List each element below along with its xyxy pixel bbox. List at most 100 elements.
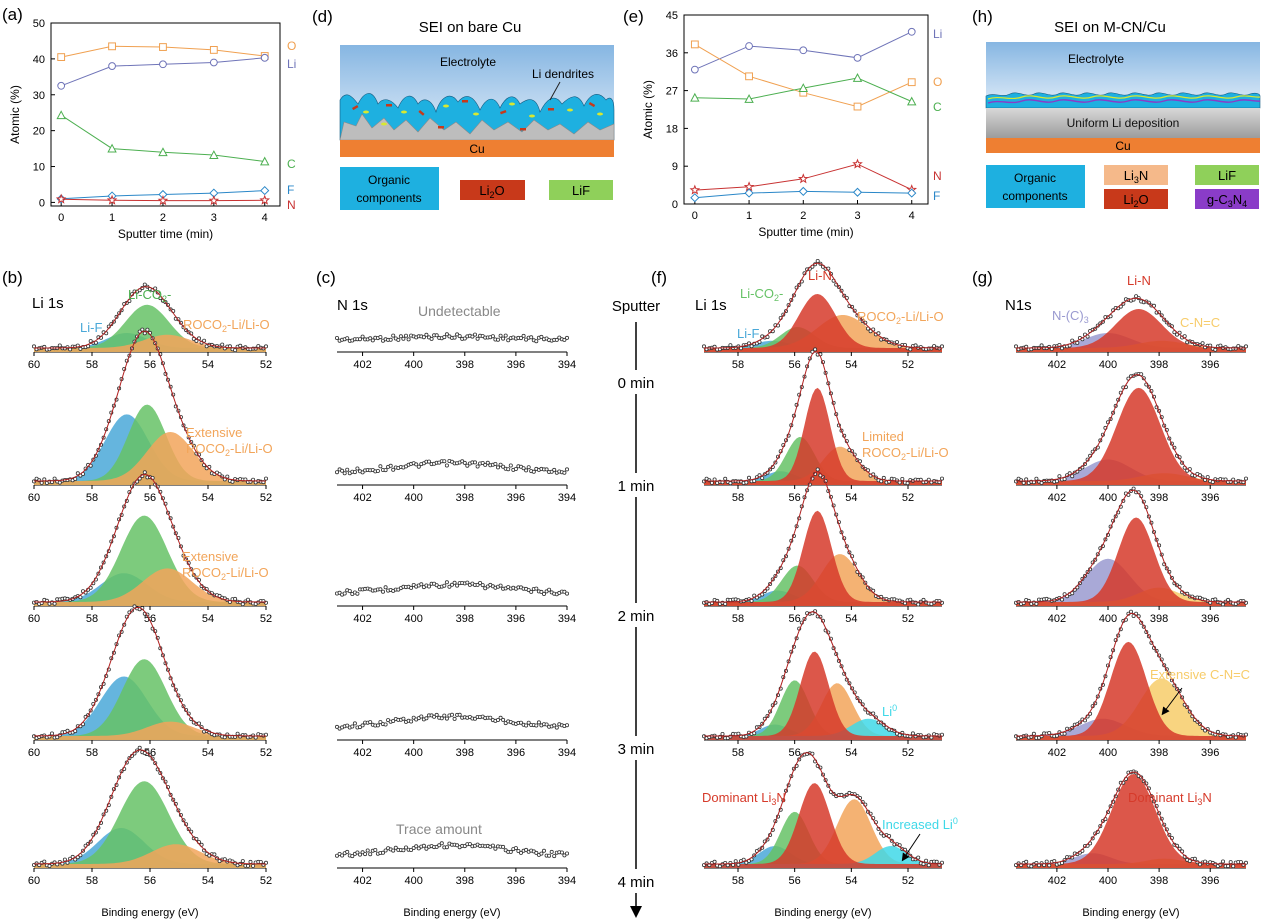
data-point [452,335,457,340]
data-point [39,480,44,485]
point-n [852,158,863,169]
data-point [357,337,362,342]
fit-envelope [1016,374,1246,482]
data-point [1047,863,1052,868]
data-point [465,580,470,585]
data-point [355,591,360,596]
fit-envelope [704,471,942,603]
data-point [519,850,524,855]
chart-e-label-f: F [933,189,940,203]
data-point [444,332,449,337]
data-point [416,464,421,469]
data-point [547,587,552,592]
x-tick-label: 402 [1048,747,1066,759]
x-tick-label: 400 [1099,359,1117,371]
f-label-lif: Li-F [737,326,759,341]
x-tick-label: 54 [202,747,214,759]
x-tick-label: 58 [732,613,744,625]
data-point [378,335,383,340]
data-point [1060,597,1065,602]
data-point [565,851,570,856]
data-point [233,596,238,601]
point-c [744,94,754,103]
f-label-dominant: Dominant Li3N [702,790,786,807]
chart-e-label-o: O [933,75,942,89]
data-point [235,731,240,736]
data-point [524,847,529,852]
y-tick-label: 50 [33,18,45,30]
point-n [106,194,118,205]
x-tick-label: 58 [86,613,98,625]
data-point [531,469,536,474]
spectrum-0-min: 402 400 398 396 [1014,294,1249,371]
fit-envelope [1016,489,1246,603]
xps-li1s-bare-cu: 6058565452605856545260585654526058565452… [28,282,272,919]
data-point [921,862,926,867]
data-point [55,735,60,740]
data-point [908,597,913,602]
data-point [709,480,714,485]
data-point [723,602,728,607]
fit-envelope [704,611,942,737]
uniform-deposition-label: Uniform Li deposition [1067,116,1180,130]
data-point [383,722,388,727]
spectrum-2-min: 402 400 398 396 394 [334,580,576,625]
x-tick-label: 2 [800,210,806,222]
data-point [449,712,454,717]
data-point [728,481,733,486]
data-point [552,467,557,472]
data-point [1054,733,1059,738]
data-point [501,464,506,469]
spectrum-0-min: 58 56 54 52 [702,258,945,371]
data-point [503,333,508,338]
chart-a-label-f: F [287,183,294,197]
x-tick-label: 396 [1201,359,1219,371]
legend-h-gc3n4-label: g-C3N4 [1207,192,1247,209]
x-tick-label: 400 [1099,613,1117,625]
sputter-time-bg-4 [610,869,662,893]
sputter-time-0: 0 min [618,375,655,392]
data-point [137,745,142,750]
data-point [1075,340,1080,345]
data-point [1054,479,1059,484]
data-point [495,465,500,470]
data-point [475,582,480,587]
data-point [565,591,570,596]
x-tick-label: 58 [732,492,744,504]
legend-lif-box [549,180,613,200]
data-point [1047,731,1052,736]
data-point [516,849,521,854]
x-tick-label: 400 [404,747,422,759]
data-point [363,852,368,857]
point-f [798,186,808,197]
data-point [421,335,426,340]
x-axis-label: Binding energy (eV) [403,907,500,919]
spectrum-1-min: 402 400 398 396 [1014,371,1249,504]
data-point [233,348,238,353]
x-tick-label: 56 [144,359,156,371]
y-tick-label: 36 [666,48,678,60]
x-tick-label: 3 [211,212,217,224]
data-point [350,854,355,859]
b-label-roco-1: ROCO2-Li/Li-O [186,441,273,458]
fit-envelope [704,262,942,349]
lif-particles [363,102,603,126]
data-point [352,721,357,726]
data-point [345,723,350,728]
x-tick-label: 54 [202,875,214,887]
data-point [442,459,447,464]
sputter-time-1: 1 min [618,478,655,495]
data-point [1039,343,1044,348]
data-point [345,336,350,341]
data-point [350,724,355,729]
peak-roco2-li-li-o [34,844,266,868]
point-c [798,83,809,92]
spectrum-4-min: 58 56 54 52 [702,751,945,887]
data-point [539,589,544,594]
x-tick-label: 398 [1150,359,1168,371]
data-point [736,731,741,736]
data-point [1060,346,1065,351]
data-point [519,336,524,341]
data-point [720,732,725,737]
data-point [536,720,541,725]
